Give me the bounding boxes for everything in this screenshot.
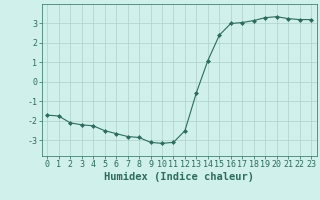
X-axis label: Humidex (Indice chaleur): Humidex (Indice chaleur) (104, 172, 254, 182)
